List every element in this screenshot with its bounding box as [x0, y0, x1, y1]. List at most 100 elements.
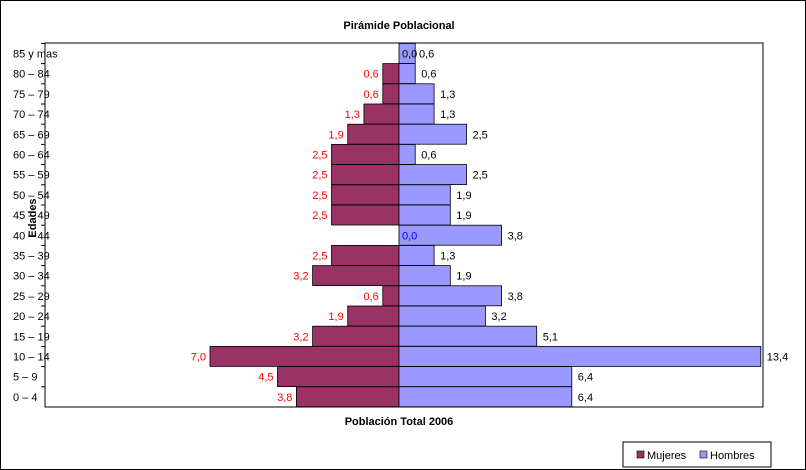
data-label-mujeres-65-69: 1,9 [328, 129, 343, 141]
bar-hombres-20-24 [398, 305, 486, 327]
labels-layer: 3,8 6,44,5 6,47,0 13,43,2 5,11,9 3,20,6 3,83,2… [191, 49, 789, 404]
data-label-hombres-10-14: 13,4 [767, 352, 788, 364]
y-tick-label-20-24: 20 – 24 [13, 311, 50, 323]
data-label-hombres-55-59: 2,5 [473, 170, 488, 182]
bar-mujeres-35-39 [331, 244, 400, 266]
chart-title: Pirámide Poblacional [343, 20, 454, 32]
bar-hombres-70-74 [398, 103, 435, 125]
y-tick-label-55-59: 55 – 59 [13, 170, 50, 182]
y-tick-label-50-54: 50 – 54 [13, 190, 50, 202]
data-label-mujeres-70-74: 1,3 [345, 109, 360, 121]
bar-mujeres-20-24 [347, 305, 400, 327]
y-tick-label-65-69: 65 – 69 [13, 129, 50, 141]
y-tick-label-75-79: 75 – 79 [13, 89, 50, 101]
bar-hombres-25-29 [398, 285, 502, 307]
data-label-hombres-15-19: 5,1 [543, 331, 558, 343]
data-label-mujeres-15-19: 3,2 [293, 331, 308, 343]
bar-mujeres-50-54 [331, 184, 400, 206]
bar-hombres-45-49 [398, 204, 451, 226]
data-label-mujeres-0-4: 3,8 [277, 392, 292, 404]
legend-label-hombres: Hombres [710, 450, 755, 462]
bar-hombres-0-4 [398, 386, 573, 408]
data-label-mujeres-45-49: 2,5 [312, 210, 327, 222]
x-axis-label: Población Total 2006 [345, 416, 454, 428]
data-label-hombres-50-54: 1,9 [456, 190, 471, 202]
bar-hombres-55-59 [398, 164, 467, 186]
data-label-hombres-0-4: 6,4 [578, 392, 593, 404]
data-label-mujeres-85-y-mas: 0,0 [402, 49, 417, 61]
bar-mujeres-30-34 [312, 265, 400, 287]
bar-hombres-65-69 [398, 123, 467, 145]
y-tick-label-15-19: 15 – 19 [13, 331, 50, 343]
data-label-hombres-45-49: 1,9 [456, 210, 471, 222]
data-label-hombres-35-39: 1,3 [440, 251, 455, 263]
bar-hombres-60-64 [398, 143, 416, 165]
bars-layer [209, 43, 762, 408]
y-tick-label-70-74: 70 – 74 [13, 109, 50, 121]
data-label-hombres-25-29: 3,8 [508, 291, 523, 303]
bar-mujeres-5-9 [277, 366, 400, 388]
data-label-mujeres-75-79: 0,6 [364, 89, 379, 101]
data-label-mujeres-40-44: 0,0 [402, 230, 417, 242]
y-tick-label-10-14: 10 – 14 [13, 352, 50, 364]
data-label-mujeres-60-64: 2,5 [312, 150, 327, 162]
data-label-mujeres-20-24: 1,9 [328, 311, 343, 323]
bar-hombres-30-34 [398, 265, 451, 287]
bar-mujeres-75-79 [382, 83, 400, 105]
y-tick-label-40-44: 40 – 44 [13, 230, 50, 242]
bar-mujeres-45-49 [331, 204, 400, 226]
y-tick-label-5-9: 5 – 9 [13, 372, 37, 384]
bar-mujeres-80-84 [382, 63, 400, 84]
bar-hombres-10-14 [398, 345, 762, 367]
bar-hombres-85-y-mas [398, 43, 416, 64]
data-label-hombres-40-44: 3,8 [508, 230, 523, 242]
y-tick-label-30-34: 30 – 34 [13, 271, 50, 283]
legend-swatch-mujeres [636, 450, 645, 459]
bar-mujeres-70-74 [363, 103, 400, 125]
y-tick-label-80-84: 80 – 84 [13, 69, 50, 81]
bar-hombres-50-54 [398, 184, 451, 206]
bar-hombres-75-79 [398, 83, 435, 105]
data-label-mujeres-55-59: 2,5 [312, 170, 327, 182]
bar-mujeres-15-19 [312, 325, 400, 347]
data-label-hombres-80-84: 0,6 [421, 69, 436, 81]
data-label-mujeres-35-39: 2,5 [312, 251, 327, 263]
data-label-hombres-20-24: 3,2 [491, 311, 506, 323]
y-axis-label: Edades [27, 198, 39, 237]
bar-mujeres-10-14 [209, 345, 400, 367]
bar-mujeres-0-4 [295, 386, 400, 408]
bar-mujeres-60-64 [331, 143, 400, 165]
legend-label-mujeres: Mujeres [647, 450, 687, 462]
legend-box [622, 441, 772, 468]
legend: Mujeres Hombres [622, 441, 772, 468]
bar-hombres-80-84 [398, 63, 416, 84]
data-label-hombres-70-74: 1,3 [440, 109, 455, 121]
y-tick-label-35-39: 35 – 39 [13, 251, 50, 263]
data-label-mujeres-50-54: 2,5 [312, 190, 327, 202]
data-label-hombres-85-y-mas: 0,6 [419, 49, 434, 61]
bar-hombres-15-19 [398, 325, 538, 347]
bar-mujeres-25-29 [382, 285, 400, 307]
data-label-hombres-30-34: 1,9 [456, 271, 471, 283]
bar-mujeres-55-59 [331, 164, 400, 186]
bar-hombres-5-9 [398, 366, 573, 388]
data-label-hombres-5-9: 6,4 [578, 372, 593, 384]
ticks-layer: 0 – 4 5 – 9 10 – 14 15 – 19 20 – 24 25 – 29 30… [13, 42, 58, 404]
y-tick-label-60-64: 60 – 64 [13, 150, 50, 162]
data-label-mujeres-10-14: 7,0 [191, 352, 206, 364]
data-label-mujeres-25-29: 0,6 [364, 291, 379, 303]
data-label-hombres-60-64: 0,6 [421, 150, 436, 162]
y-tick-label-45-49: 45 – 49 [13, 210, 50, 222]
bar-mujeres-65-69 [347, 123, 400, 145]
data-label-mujeres-30-34: 3,2 [293, 271, 308, 283]
data-label-hombres-75-79: 1,3 [440, 89, 455, 101]
data-label-hombres-65-69: 2,5 [473, 129, 488, 141]
bar-hombres-35-39 [398, 244, 435, 266]
legend-swatch-hombres [699, 450, 708, 459]
data-label-mujeres-80-84: 0,6 [364, 69, 379, 81]
data-label-mujeres-5-9: 4,5 [258, 372, 273, 384]
y-tick-label-25-29: 25 – 29 [13, 291, 50, 303]
y-tick-label-0-4: 0 – 4 [13, 392, 37, 404]
